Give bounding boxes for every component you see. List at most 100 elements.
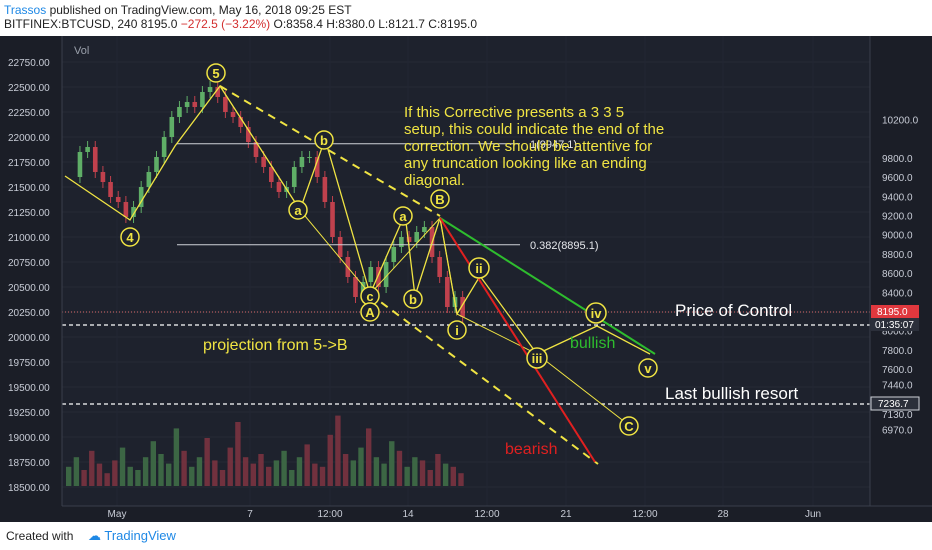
candle-body — [115, 197, 121, 202]
price-tag — [871, 305, 919, 318]
wave-label: b — [409, 292, 417, 307]
candle-body — [291, 167, 297, 187]
ohlc-values: O:8358.4 H:8380.0 L:8121.7 C:8195.0 — [273, 17, 478, 31]
candle-body — [123, 202, 129, 217]
volume-bar — [104, 473, 110, 486]
left-axis-tick: 21250.00 — [8, 208, 50, 219]
bearish-label: bearish — [505, 441, 557, 458]
last-bullish-resort-label: Last bullish resort — [665, 384, 799, 403]
right-axis-tick: 8800.0 — [882, 250, 913, 261]
right-axis-tick: 8600.0 — [882, 269, 913, 280]
wave-label-circle — [468, 257, 490, 279]
candle-body — [131, 207, 136, 217]
right-axis-tick: 9400.0 — [882, 192, 913, 203]
left-axis-tick: 21500.00 — [8, 183, 50, 194]
right-axis-tick: 7130.0 — [882, 410, 913, 421]
volume-bar — [266, 466, 272, 486]
wave-label: A — [365, 305, 375, 320]
wave-label: a — [294, 203, 302, 218]
left-axis-tick: 20000.00 — [8, 333, 50, 344]
candle-body — [100, 172, 106, 182]
bearish-line — [439, 217, 596, 463]
axes: 22750.00 22500.00 22250.00 22000.00 21750.00… — [8, 36, 932, 520]
created-with-text: Created with — [6, 529, 74, 543]
wave-label-circle — [447, 320, 467, 340]
volume-bar — [427, 470, 433, 486]
candle-body — [161, 137, 167, 157]
candle-body — [77, 152, 83, 177]
indicator-label: Vol — [74, 45, 89, 57]
candle-body — [223, 97, 228, 112]
wave-label-circle — [619, 416, 639, 436]
left-axis-tick: 19250.00 — [8, 408, 50, 419]
commentary-line: any truncation looking like an ending — [404, 155, 647, 172]
left-axis-tick: 18500.00 — [8, 483, 50, 494]
symbol-label: BITFINEX:BTCUSD, 240 — [4, 17, 138, 31]
commentary-line: If this Corrective presents a 3 3 5 — [404, 104, 624, 121]
right-axis-tick: 7800.0 — [882, 346, 913, 357]
fib-level-label: 0.382(8895.1) — [530, 240, 599, 252]
candle-body — [108, 182, 113, 197]
volume-bar — [242, 457, 249, 486]
candle-body — [437, 257, 442, 277]
x-axis-tick: 7 — [247, 509, 253, 520]
volume-bar — [66, 466, 72, 486]
wave-label: ii — [475, 261, 482, 276]
volume-bar — [273, 460, 280, 486]
left-axis-tick: 18750.00 — [8, 458, 50, 469]
volume-bar — [166, 463, 172, 486]
right-axis-tick: 8400.0 — [882, 288, 913, 299]
candle-body — [146, 172, 152, 187]
wave-label-circle — [403, 289, 423, 309]
bullish-label: bullish — [570, 335, 615, 352]
projection-lower — [369, 293, 599, 465]
price-change: −272.5 (−3.22%) — [180, 17, 271, 31]
volume-bar — [335, 415, 341, 486]
candle-body — [299, 157, 305, 167]
bullish-line — [439, 217, 656, 355]
left-axis-tick: 19750.00 — [8, 358, 50, 369]
author-link[interactable]: Trassos — [4, 3, 47, 17]
resort-tag — [870, 396, 920, 411]
footer: Created with ☁ TradingView — [0, 522, 932, 550]
volume-bar — [89, 450, 95, 486]
x-axis-tick: 12:00 — [474, 509, 499, 520]
candle-body — [353, 277, 358, 297]
price-chart[interactable]: 1(9947.1) 0.382(8895.1) Price of Control La… — [0, 36, 932, 522]
volume-bar — [304, 444, 310, 486]
left-axis-tick: 20250.00 — [8, 308, 50, 319]
volume-bar — [219, 470, 226, 486]
wave-label-circle — [360, 302, 380, 322]
resort-tag-text: 7236.7 — [878, 399, 909, 410]
wave-label-circle — [288, 200, 308, 220]
wave-label-circle — [526, 347, 548, 369]
projection-label: projection from 5->B — [203, 337, 348, 354]
left-axis-tick: 22250.00 — [8, 108, 50, 119]
commentary-line: correction. We should be attentive for — [404, 138, 652, 155]
candle-body — [138, 187, 144, 207]
volume-bar — [289, 470, 295, 486]
left-axis-tick: 20750.00 — [8, 258, 50, 269]
candle-body — [399, 237, 404, 247]
volume-bar — [142, 457, 149, 486]
volume-bar — [235, 422, 241, 486]
right-axis-tick: 9000.0 — [882, 231, 913, 242]
volume-bar — [212, 460, 218, 486]
volume-bar — [342, 454, 349, 486]
right-axis-tick: 9600.0 — [882, 173, 913, 184]
candle-body — [269, 167, 274, 182]
candle-body — [246, 127, 251, 142]
wave-label-circle — [314, 130, 334, 150]
price-of-control-label: Price of Control — [675, 301, 792, 320]
grid — [62, 36, 870, 506]
tradingview-logo[interactable]: ☁ TradingView — [88, 528, 176, 543]
left-axis-tick: 21000.00 — [8, 233, 50, 244]
left-axis-tick: 20500.00 — [8, 283, 50, 294]
volume-bar — [358, 447, 364, 486]
candle-body — [230, 112, 236, 117]
wave-label-circle — [638, 358, 658, 378]
candle-body — [154, 157, 159, 172]
left-axis-tick: 22000.00 — [8, 133, 50, 144]
right-axis-tick: 7440.0 — [882, 380, 913, 391]
published-text: published on TradingView.com, May 16, 20… — [49, 3, 352, 17]
